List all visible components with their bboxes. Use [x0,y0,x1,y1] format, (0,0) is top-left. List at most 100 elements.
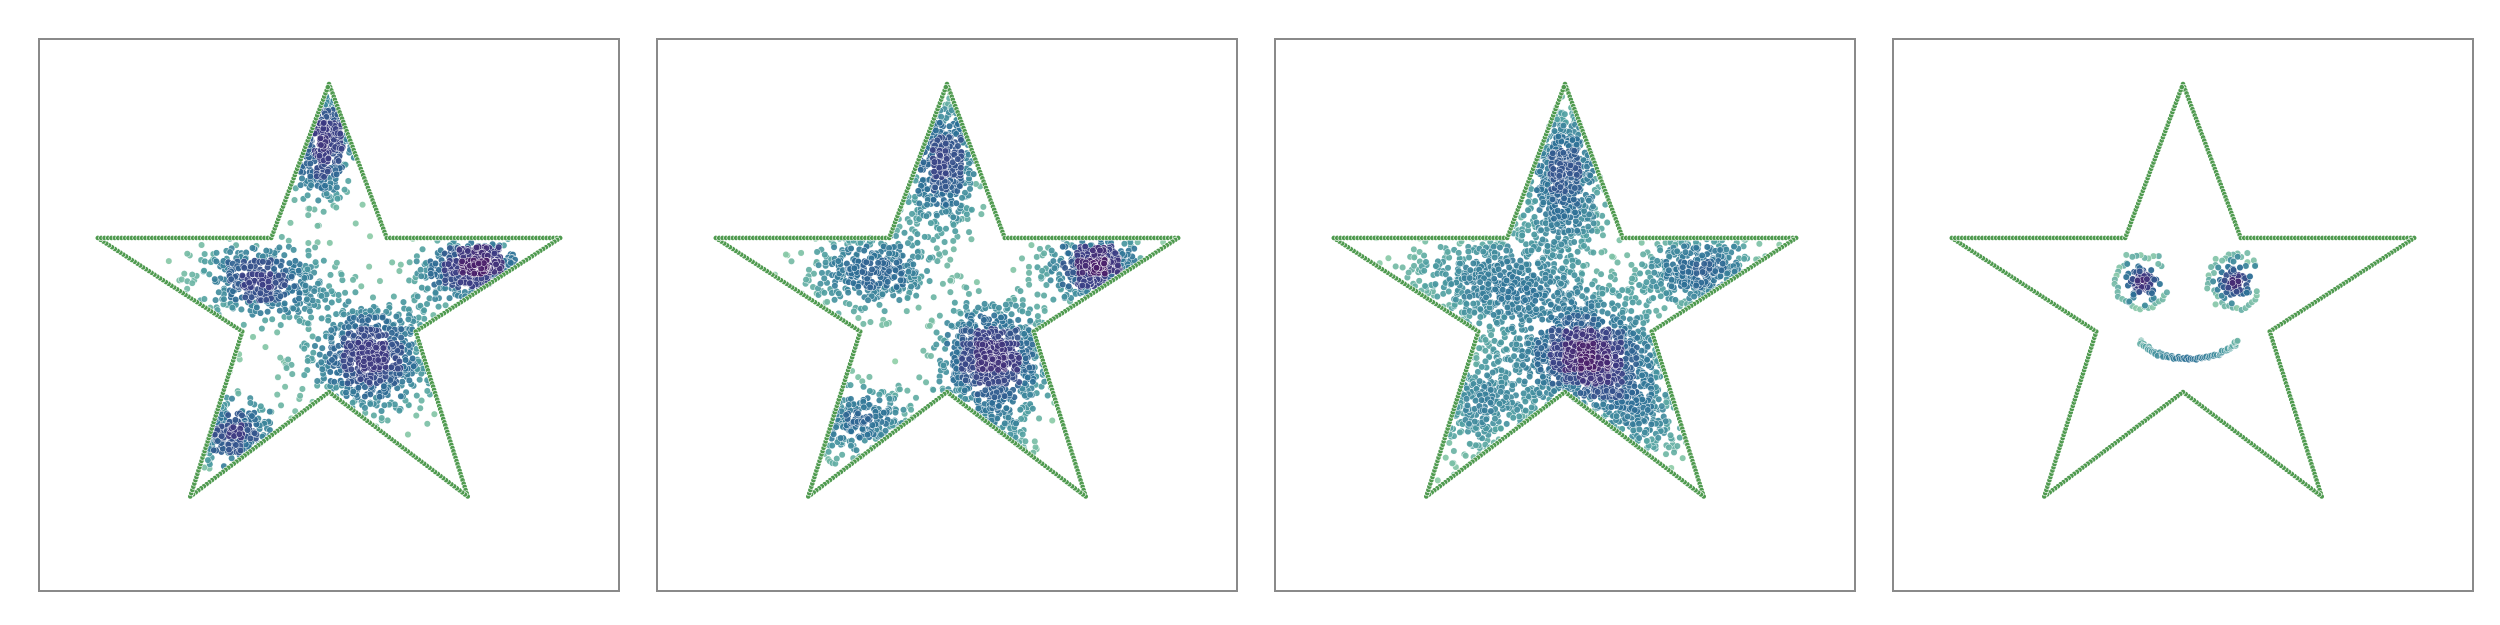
data-point [277,321,285,329]
data-point [283,364,291,372]
data-point [1021,437,1029,445]
data-point [954,142,962,150]
data-point [314,196,322,204]
data-point [1022,354,1030,362]
data-point [821,251,829,259]
data-point [290,246,298,254]
data-point [860,247,868,255]
data-point [397,334,405,342]
data-point [397,392,405,400]
data-point [885,395,894,403]
data-point [303,295,311,303]
data-point [318,314,326,322]
data-point [316,152,324,160]
data-point [281,383,289,391]
data-point [979,341,987,349]
data-point [953,272,961,280]
data-point [351,288,359,296]
data-point [304,191,312,199]
data-point [951,299,959,307]
data-point [349,276,357,284]
data-point [868,421,876,429]
data-point [939,280,947,288]
data-point [930,158,939,166]
data-point [357,325,365,333]
data-point [259,258,267,266]
data-point [892,266,900,274]
data-point [380,401,388,409]
data-point [906,218,914,226]
data-point [314,280,322,288]
data-point [854,314,862,322]
data-point [1002,301,1010,309]
data-point [360,332,368,340]
data-point [470,269,478,277]
data-point [278,233,286,241]
data-point [376,393,384,401]
data-point [379,344,387,352]
data-point [253,304,261,312]
data-point [366,232,374,240]
data-point [915,304,923,312]
data-point [333,259,341,267]
data-point [165,257,173,265]
data-point [946,276,954,284]
data-point [847,244,855,253]
data-point [265,283,273,291]
data-point [399,298,408,306]
data-point [304,265,312,273]
data-point [360,357,368,365]
data-point [943,340,951,348]
data-point [895,296,903,304]
data-point [957,164,965,172]
data-point [306,172,314,181]
data-point [837,434,845,442]
data-point [974,390,982,398]
data-point [328,356,336,364]
data-point [507,259,515,267]
data-point [416,376,424,384]
data-point [864,415,872,423]
data-point [394,365,402,373]
data-point [284,355,292,364]
data-point [395,267,403,275]
data-point [287,361,295,369]
data-point [459,269,467,277]
data-point [974,404,983,412]
data-point [326,368,334,376]
data-point [861,304,869,312]
data-point [335,157,343,165]
data-point [838,451,846,459]
data-point [893,259,901,267]
data-point [1101,270,1109,278]
data-point [967,235,975,243]
data-point [1012,419,1020,428]
data-point [1025,269,1033,277]
data-point [318,344,326,352]
data-point [858,268,866,276]
data-point [881,427,890,435]
data-point [883,320,891,328]
data-point [834,257,842,265]
data-point [833,455,841,463]
data-point [885,267,893,275]
data-point [340,351,348,360]
data-point [1029,378,1037,386]
data-point [446,294,454,302]
data-point [859,320,867,328]
data-point [330,378,338,386]
data-point [1082,262,1090,270]
data-point [266,270,274,278]
data-point [1048,247,1056,255]
data-point [995,304,1003,312]
data-point [1059,243,1067,251]
data-point [200,267,208,275]
data-point [1100,259,1108,267]
data-point [198,241,206,249]
data-point [231,416,239,424]
data-point [359,201,367,209]
data-point [830,243,838,251]
data-point [931,183,939,191]
data-point [317,358,325,366]
data-point [1064,249,1072,257]
